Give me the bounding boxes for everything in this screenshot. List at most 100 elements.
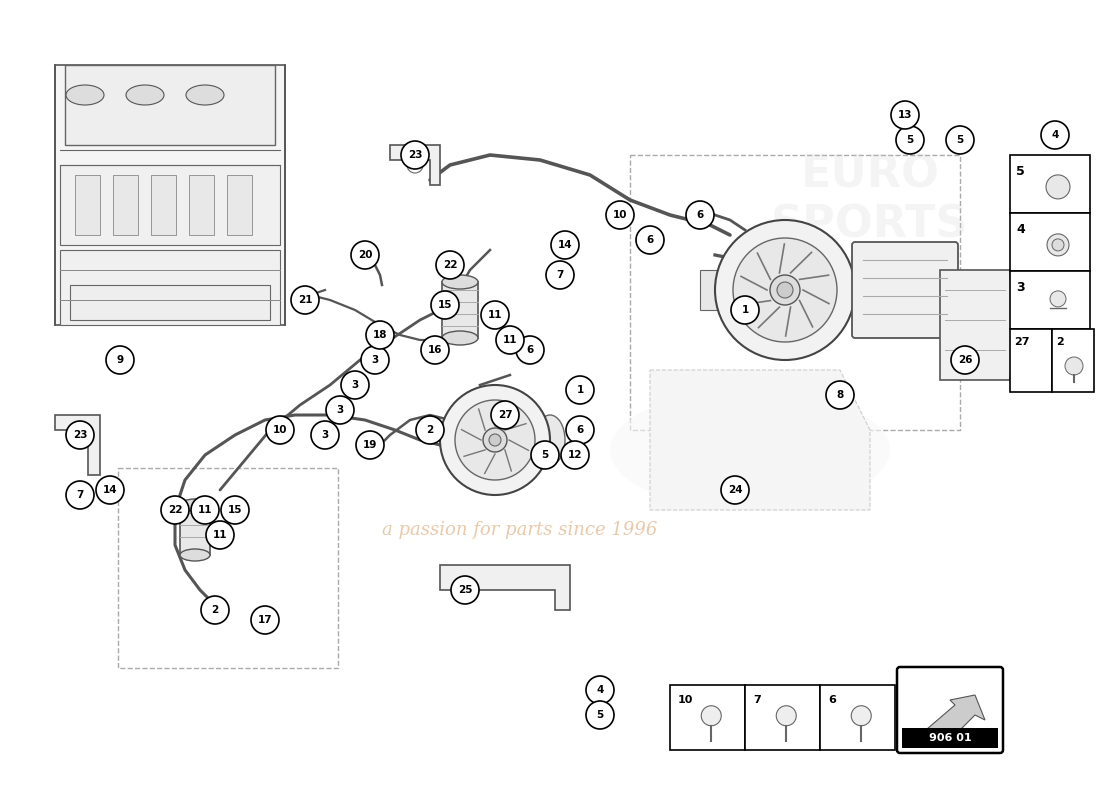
- Bar: [820, 685, 895, 750]
- Ellipse shape: [535, 415, 565, 465]
- Bar: [1010, 155, 1090, 213]
- Text: 14: 14: [102, 485, 118, 495]
- Text: 27: 27: [1014, 337, 1030, 347]
- Text: 6: 6: [576, 425, 584, 435]
- Bar: [227, 175, 252, 235]
- Circle shape: [311, 421, 339, 449]
- Text: 1: 1: [576, 385, 584, 395]
- Circle shape: [440, 385, 550, 495]
- Bar: [189, 175, 214, 235]
- Bar: [151, 175, 176, 235]
- Text: 21: 21: [298, 295, 312, 305]
- Text: 20: 20: [358, 250, 372, 260]
- Circle shape: [946, 126, 974, 154]
- Text: 3: 3: [321, 430, 329, 440]
- Text: 15: 15: [228, 505, 242, 515]
- Text: 1: 1: [741, 305, 749, 315]
- Circle shape: [551, 231, 579, 259]
- Circle shape: [455, 400, 535, 480]
- Bar: [1052, 329, 1094, 392]
- Circle shape: [586, 676, 614, 704]
- Circle shape: [431, 291, 459, 319]
- Text: EURO
SPORTS: EURO SPORTS: [771, 154, 969, 246]
- Circle shape: [416, 416, 444, 444]
- Circle shape: [1065, 357, 1084, 375]
- Ellipse shape: [610, 390, 890, 510]
- Polygon shape: [390, 145, 440, 185]
- Bar: [60, 250, 280, 325]
- Text: 25: 25: [458, 585, 472, 595]
- Text: 2: 2: [1056, 337, 1064, 347]
- Bar: [442, 282, 478, 338]
- Text: 10: 10: [678, 695, 693, 705]
- Text: 23: 23: [73, 430, 87, 440]
- Text: 4: 4: [1052, 130, 1058, 140]
- Text: 5: 5: [1016, 165, 1025, 178]
- Circle shape: [1041, 121, 1069, 149]
- Circle shape: [566, 416, 594, 444]
- Circle shape: [586, 701, 614, 729]
- Text: 4: 4: [1016, 223, 1025, 236]
- Polygon shape: [940, 270, 1015, 380]
- Circle shape: [777, 706, 796, 726]
- Text: 5: 5: [596, 710, 604, 720]
- Text: 6: 6: [828, 695, 836, 705]
- Circle shape: [191, 496, 219, 524]
- Circle shape: [777, 282, 793, 298]
- Bar: [75, 175, 100, 235]
- Text: 7: 7: [76, 490, 84, 500]
- FancyBboxPatch shape: [896, 667, 1003, 753]
- Circle shape: [326, 396, 354, 424]
- Circle shape: [483, 428, 507, 452]
- Bar: [60, 165, 280, 245]
- Text: 906 01: 906 01: [928, 733, 971, 743]
- Circle shape: [733, 238, 837, 342]
- Circle shape: [566, 376, 594, 404]
- Ellipse shape: [66, 85, 104, 105]
- Circle shape: [826, 381, 854, 409]
- Bar: [1010, 329, 1052, 392]
- Text: 11: 11: [198, 505, 212, 515]
- Text: 5: 5: [906, 135, 914, 145]
- Bar: [1010, 213, 1090, 271]
- Bar: [180, 505, 210, 555]
- Text: 3: 3: [1016, 281, 1024, 294]
- Ellipse shape: [126, 85, 164, 105]
- Circle shape: [715, 220, 855, 360]
- Circle shape: [1047, 234, 1069, 256]
- Circle shape: [891, 101, 918, 129]
- Text: 7: 7: [754, 695, 761, 705]
- Polygon shape: [440, 565, 570, 610]
- Bar: [745, 685, 820, 750]
- Polygon shape: [650, 370, 870, 510]
- Text: 23: 23: [408, 150, 422, 160]
- Text: 2: 2: [211, 605, 219, 615]
- Circle shape: [531, 441, 559, 469]
- Bar: [670, 685, 745, 750]
- Ellipse shape: [180, 499, 210, 511]
- Text: 11: 11: [503, 335, 517, 345]
- Text: 5: 5: [541, 450, 549, 460]
- Ellipse shape: [442, 275, 478, 289]
- Text: 5: 5: [956, 135, 964, 145]
- Circle shape: [206, 521, 234, 549]
- Circle shape: [251, 606, 279, 634]
- Text: 2: 2: [427, 425, 433, 435]
- Circle shape: [686, 201, 714, 229]
- Bar: [55, 65, 285, 325]
- Bar: [1010, 271, 1090, 329]
- Circle shape: [952, 346, 979, 374]
- Text: 6: 6: [647, 235, 653, 245]
- Circle shape: [436, 251, 464, 279]
- Text: 11: 11: [487, 310, 503, 320]
- FancyBboxPatch shape: [852, 242, 958, 338]
- Circle shape: [292, 286, 319, 314]
- Text: 15: 15: [438, 300, 452, 310]
- Text: 16: 16: [428, 345, 442, 355]
- Circle shape: [1046, 175, 1070, 199]
- Circle shape: [66, 481, 94, 509]
- Ellipse shape: [442, 331, 478, 345]
- Circle shape: [702, 706, 722, 726]
- Circle shape: [636, 226, 664, 254]
- Ellipse shape: [180, 549, 210, 561]
